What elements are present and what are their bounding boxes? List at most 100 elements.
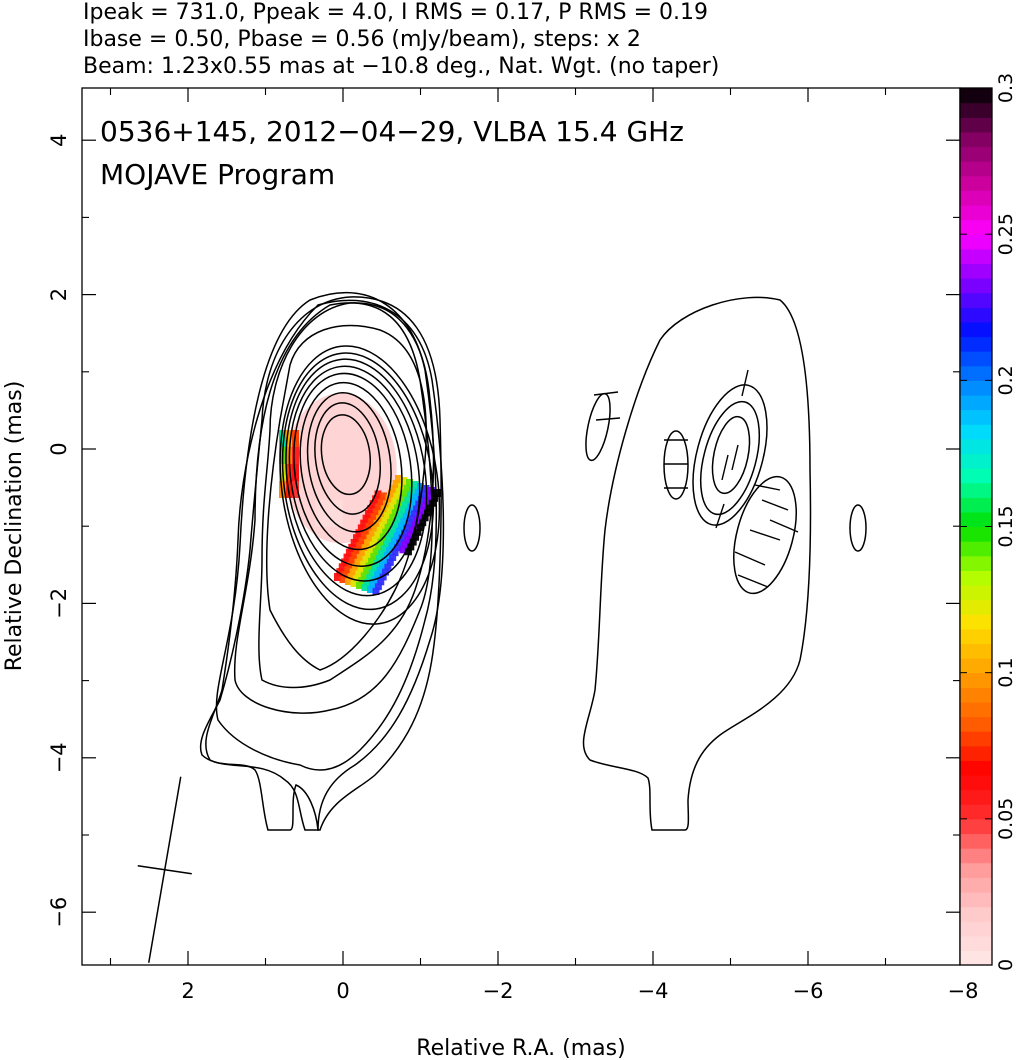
polarization-contour — [663, 430, 689, 500]
polarization-pixel — [334, 573, 341, 581]
polarization-pixel — [292, 481, 299, 498]
polarization-pixel — [343, 553, 351, 562]
polarization-pixel — [345, 548, 353, 557]
polarization-pixel — [355, 529, 363, 538]
polarization-pixel — [370, 551, 378, 560]
colorbar-segment — [960, 307, 992, 323]
colorbar-segment — [960, 292, 992, 308]
intensity-contour — [306, 391, 392, 533]
evpa-stick — [593, 391, 619, 396]
polarization-pixel — [379, 492, 387, 501]
x-tick-label: −4 — [638, 979, 669, 1003]
colorbar-segment — [960, 687, 992, 703]
evpa-stick — [731, 444, 739, 471]
intensity-contour — [279, 345, 441, 625]
x-tick-label: −2 — [483, 979, 514, 1003]
evpa-stick — [721, 454, 729, 481]
colorbar-segment — [960, 701, 992, 718]
polarization-pixel — [380, 544, 388, 553]
colorbar-segment — [960, 102, 992, 118]
polarization-pixel — [431, 493, 439, 502]
x-tick-label: −6 — [793, 979, 824, 1003]
colorbar-tick-label: 0 — [995, 959, 1017, 971]
colorbar-segment — [960, 658, 992, 674]
polarization-pixel — [404, 535, 412, 544]
polarization-pixel — [356, 581, 363, 589]
polarization-pixel — [371, 563, 379, 572]
polarization-pixel — [353, 534, 361, 543]
axis-ticks — [82, 88, 964, 965]
polarization-pixel — [395, 486, 403, 495]
polarization-pixel — [286, 430, 293, 447]
colorbar-segment — [960, 935, 992, 951]
colorbar-segment — [960, 745, 992, 761]
polarization-pixel — [348, 543, 356, 552]
polarization-pixel — [372, 547, 380, 555]
colorbar-segment — [960, 204, 992, 221]
polarization-pixel — [405, 519, 413, 527]
intensity-contour — [314, 402, 381, 515]
polarization-pixel — [350, 579, 358, 587]
polarization-pixel — [395, 475, 402, 483]
polarization-pixel — [370, 511, 378, 520]
polarization-pixel — [344, 565, 352, 574]
colorbar-segment — [960, 409, 992, 425]
polarization-pixel — [376, 565, 384, 574]
colorbar-segment — [960, 380, 992, 396]
polarization-pixel — [362, 554, 370, 563]
colorbar-segment — [960, 453, 992, 469]
polarization-pixel — [374, 570, 382, 579]
polarization-pixel — [372, 495, 380, 504]
y-tick-label: −4 — [47, 742, 71, 773]
polarization-pixel — [383, 511, 391, 519]
polarization-pixel — [372, 587, 380, 595]
colorbar-segment — [960, 497, 992, 513]
polarization-pixel — [369, 500, 377, 509]
polarization-pixel — [367, 505, 375, 513]
evpa-stick — [754, 484, 781, 491]
polarization-pixel — [369, 540, 377, 549]
colorbar-segment — [960, 394, 992, 411]
polarization-pixel — [363, 526, 371, 535]
polarization-pixel — [349, 567, 357, 576]
polarization-pixel — [390, 484, 398, 493]
polarization-pixel — [399, 505, 407, 514]
polarization-pixel — [385, 534, 393, 543]
polarization-pixel — [349, 555, 357, 564]
polarization-pixel — [357, 524, 365, 533]
colorbar-segment — [960, 862, 992, 878]
x-axis-label: Relative R.A. (mas) — [416, 1036, 625, 1060]
polarization-pixel — [361, 583, 369, 591]
polarization-pixel — [412, 504, 420, 513]
evpa-stick — [734, 551, 766, 566]
evpa-stick — [769, 519, 799, 533]
polarization-pixel — [345, 577, 352, 585]
polarization-pixel — [351, 550, 359, 559]
polarization-pixel — [371, 523, 379, 532]
colorbar-segment — [960, 278, 992, 294]
polarization-pixel — [368, 516, 376, 525]
polarization-pixel — [390, 536, 398, 545]
evpa-stick — [715, 503, 725, 529]
polarization-pixel — [376, 525, 384, 534]
intensity-contour — [299, 381, 403, 551]
colorbar-segment — [960, 365, 992, 381]
polarization-pixel — [392, 479, 400, 488]
polarization-pixel — [369, 580, 377, 589]
polarization-pixel — [394, 503, 402, 512]
polarization-pixel — [286, 481, 293, 498]
axis-tick-labels: 2 0 −2 −4 −6 −8 4 2 0 −2 −4 −6 — [47, 134, 978, 1003]
polarization-pixel — [374, 530, 382, 539]
intensity-contour — [288, 365, 421, 582]
polarization-pixel — [388, 541, 396, 550]
polarization-pixel — [387, 529, 395, 538]
colorbar-tick-labels: 0 0.05 0.1 0.15 0.2 0.25 0.3 — [995, 73, 1017, 971]
colorbar-tick-label: 0.05 — [995, 798, 1017, 840]
x-tick-label: −8 — [948, 979, 979, 1003]
polarization-contour-island — [585, 392, 611, 462]
polarization-pixel — [391, 508, 399, 517]
polarization-pixel — [341, 570, 349, 579]
colorbar-segment — [960, 614, 992, 630]
colorbar-segment — [960, 190, 992, 206]
colorbar-tick-label: 0.1 — [995, 658, 1017, 688]
